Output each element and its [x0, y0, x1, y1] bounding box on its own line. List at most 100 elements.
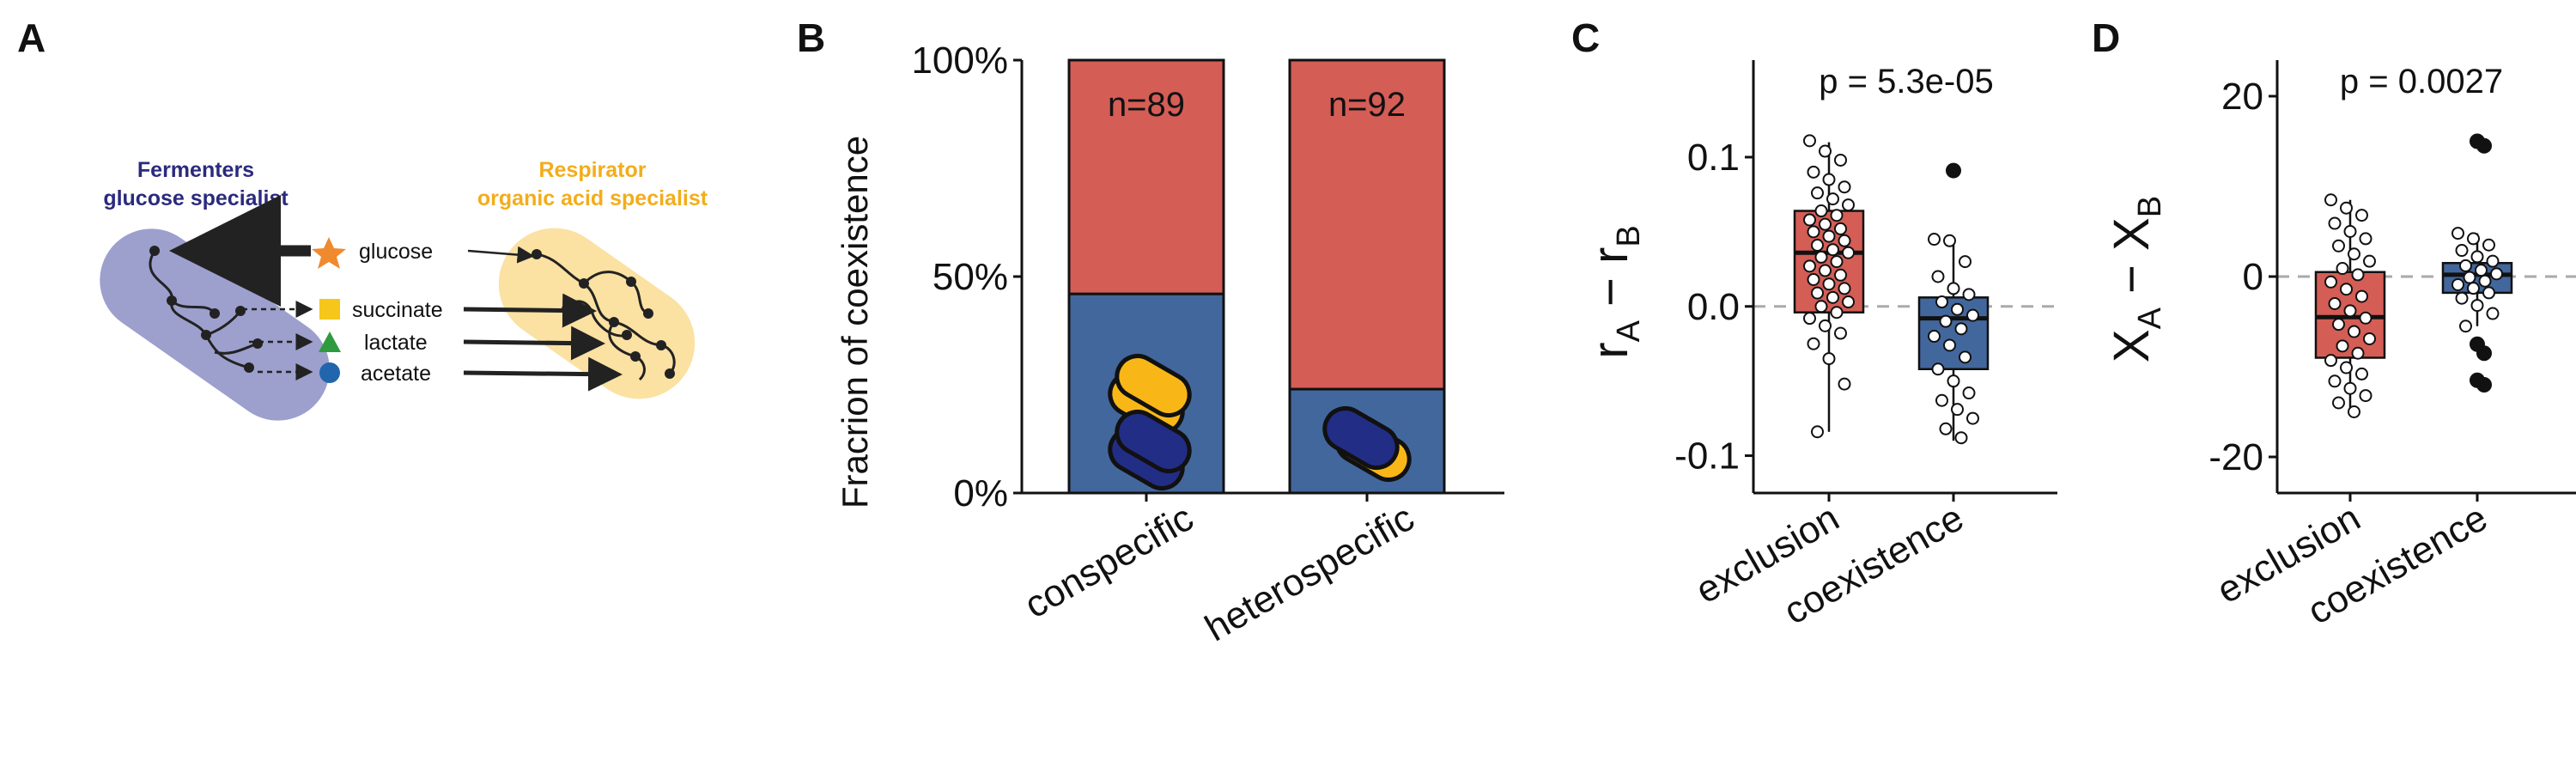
y-tick-label: -20	[2208, 436, 2263, 478]
data-point	[1807, 225, 1820, 239]
data-point	[2355, 209, 2368, 222]
data-point	[1814, 250, 1828, 264]
data-point	[1838, 180, 1851, 194]
data-point	[1838, 282, 1851, 295]
data-point	[1935, 295, 1948, 309]
data-point	[1838, 377, 1851, 391]
data-point	[1822, 352, 1836, 366]
data-point	[2340, 283, 2353, 296]
data-point	[2486, 307, 2500, 320]
data-point	[1962, 386, 1976, 400]
data-point	[2351, 268, 2365, 282]
data-point	[1838, 234, 1851, 247]
data-point	[2355, 367, 2368, 380]
data-point	[1966, 308, 1979, 322]
data-point	[2359, 232, 2372, 246]
metabolite-label-acetate: acetate	[361, 362, 431, 386]
data-point	[2470, 250, 2484, 264]
data-point	[2490, 267, 2503, 281]
data-point	[2328, 216, 2342, 230]
succinate-uptake-arrow	[463, 293, 597, 328]
data-point	[2328, 374, 2342, 388]
y-axis-label-b: Fracrion of coexistence	[835, 136, 875, 508]
data-point	[2332, 318, 2345, 332]
data-point	[2359, 311, 2372, 325]
data-point	[2478, 274, 2492, 288]
data-point	[1935, 393, 1948, 407]
data-point	[1939, 422, 1953, 435]
data-point	[1943, 338, 1956, 352]
data-point	[2451, 277, 2464, 291]
square-icon	[319, 299, 340, 320]
data-point	[1842, 295, 1855, 309]
count-label: n=89	[1108, 86, 1185, 124]
data-point	[1830, 209, 1844, 222]
data-point	[1826, 192, 1839, 206]
data-point	[1819, 264, 1832, 277]
y-tick-label: 20	[2221, 76, 2263, 118]
data-point	[1803, 259, 1816, 273]
panel-b: B Fracrion of coexistence n=89 conspecifi…	[797, 15, 1504, 649]
metabolite-label-lactate: lactate	[364, 331, 428, 355]
data-point	[1803, 312, 1816, 326]
data-point	[1819, 319, 1832, 332]
mixed-cell-pair-icon	[1322, 406, 1412, 482]
data-point	[1947, 282, 1960, 295]
fermenter-subtitle: glucose specialist	[103, 186, 289, 210]
data-point	[1814, 300, 1828, 313]
data-point	[2470, 299, 2484, 313]
data-point	[1807, 165, 1820, 179]
respirator-title: Respirator	[538, 158, 646, 182]
data-point	[1830, 255, 1844, 269]
data-point	[1959, 255, 1971, 269]
data-point	[1811, 186, 1824, 200]
p-value-annotation-c: p = 5.3e-05	[1819, 63, 1994, 100]
data-point	[2459, 259, 2472, 272]
data-point	[1807, 272, 1820, 286]
y-tick-label: 0.0	[1687, 286, 1740, 328]
data-point	[2463, 271, 2476, 284]
outlier-point	[2476, 377, 2492, 393]
outlier-point	[2476, 345, 2492, 362]
data-point	[2348, 325, 2360, 338]
outlier-point	[2476, 137, 2492, 154]
data-point	[1947, 374, 1960, 388]
panel-letter-c: C	[1571, 15, 1600, 60]
data-point	[2324, 193, 2337, 207]
data-point	[1819, 217, 1832, 231]
data-point	[1803, 213, 1816, 227]
y-tick-label: 100%	[911, 40, 1008, 82]
data-point	[1834, 153, 1847, 167]
data-point	[1830, 306, 1844, 320]
data-point	[1803, 134, 1816, 148]
data-point	[1826, 243, 1839, 257]
data-point	[2467, 232, 2480, 246]
data-point	[2455, 291, 2469, 305]
x-tick-label: heterospecific	[1198, 496, 1421, 649]
data-point	[1811, 239, 1824, 253]
data-point	[1834, 222, 1847, 235]
y-axis-label-d: XA − XB	[2104, 196, 2168, 362]
data-point	[2363, 332, 2376, 345]
navy-cell-pair-icon	[1108, 410, 1192, 490]
data-point	[1943, 234, 1956, 247]
lactate-uptake-arrow	[463, 326, 605, 361]
data-point	[1959, 350, 1971, 364]
data-point	[2482, 238, 2495, 252]
triangle-icon	[319, 332, 341, 352]
data-point	[1951, 302, 1964, 316]
fermenter-cell	[100, 228, 330, 421]
data-point	[2348, 247, 2360, 261]
data-point	[2340, 201, 2353, 215]
data-point	[2475, 264, 2488, 277]
data-point	[1834, 326, 1847, 340]
cell-pair-icons	[1108, 354, 1412, 490]
panel-c: C rA − rB p = 5.3e-05 -0.10.00.1exclusio…	[1571, 15, 2057, 633]
metabolite-label-succinate: succinate	[352, 298, 443, 322]
bar-segment	[1288, 58, 1446, 391]
y-tick-label: 0	[2243, 256, 2263, 298]
y-tick-label: 0%	[953, 472, 1008, 514]
yellow-cell-pair-icon	[1108, 354, 1192, 435]
